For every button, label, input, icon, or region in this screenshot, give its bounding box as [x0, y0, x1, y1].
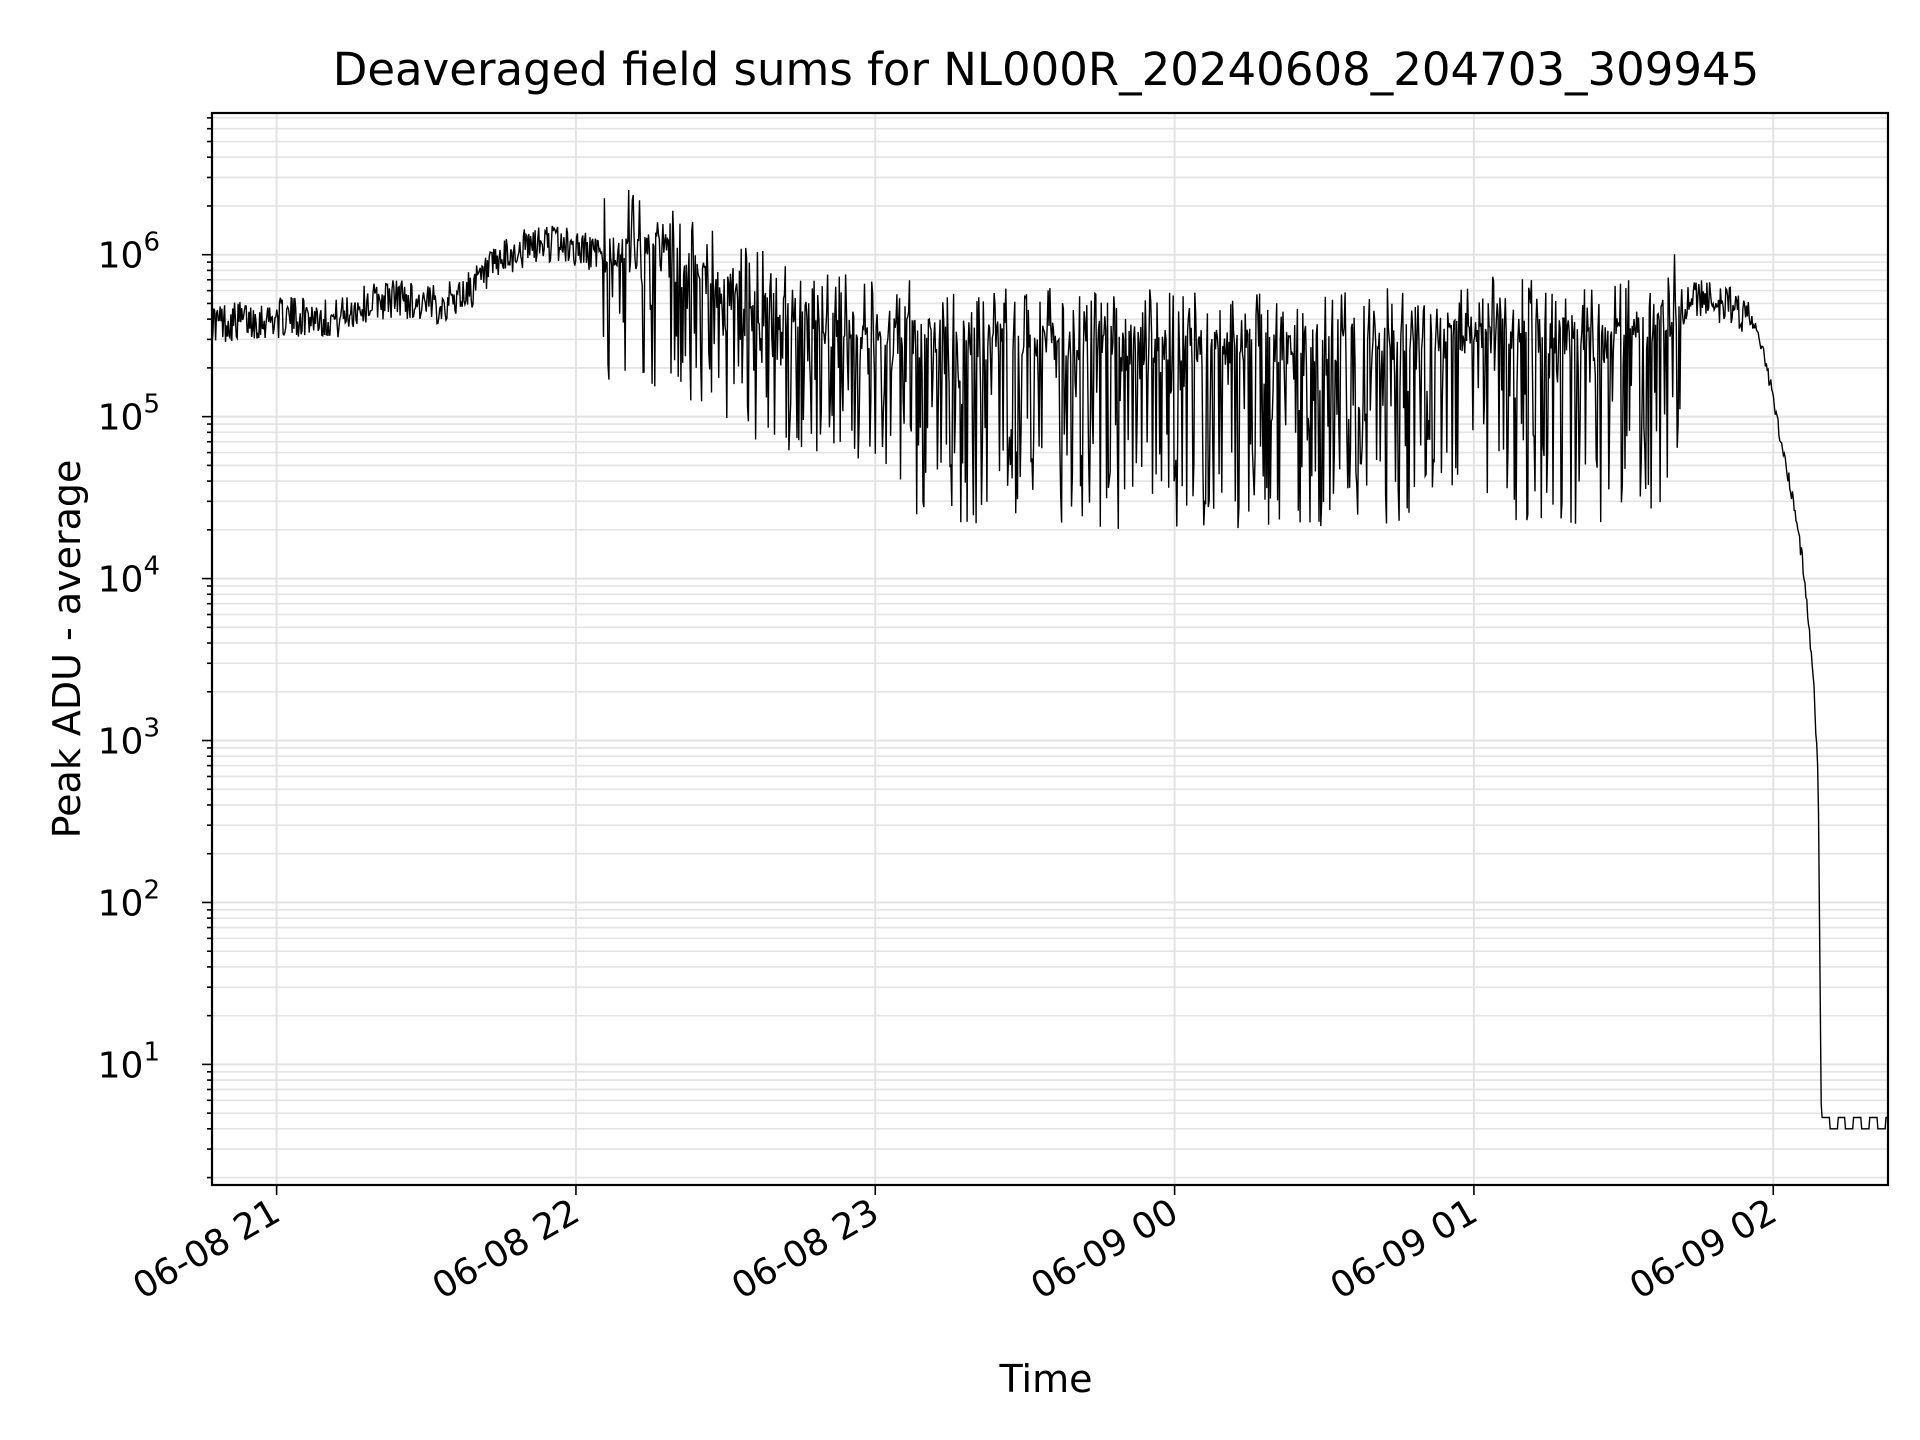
y-tick-exponent: 5	[143, 390, 160, 420]
plot-frame	[210, 111, 1890, 1187]
chart-title: Deaveraged field sums for NL000R_2024060…	[333, 43, 1760, 96]
y-tick-exponent: 6	[143, 228, 160, 258]
y-tick-exponent: 1	[143, 1037, 160, 1067]
series-line	[211, 189, 1888, 1130]
y-tick-label: 102	[98, 875, 160, 924]
x-axis-label: Time	[999, 1357, 1093, 1401]
y-tick-exponent: 4	[143, 552, 160, 582]
y-axis-label: Peak ADU - average	[45, 460, 89, 839]
y-tick-exponent: 2	[143, 875, 160, 905]
y-tick-label: 101	[98, 1037, 160, 1086]
y-tick-exponent: 3	[143, 714, 160, 744]
